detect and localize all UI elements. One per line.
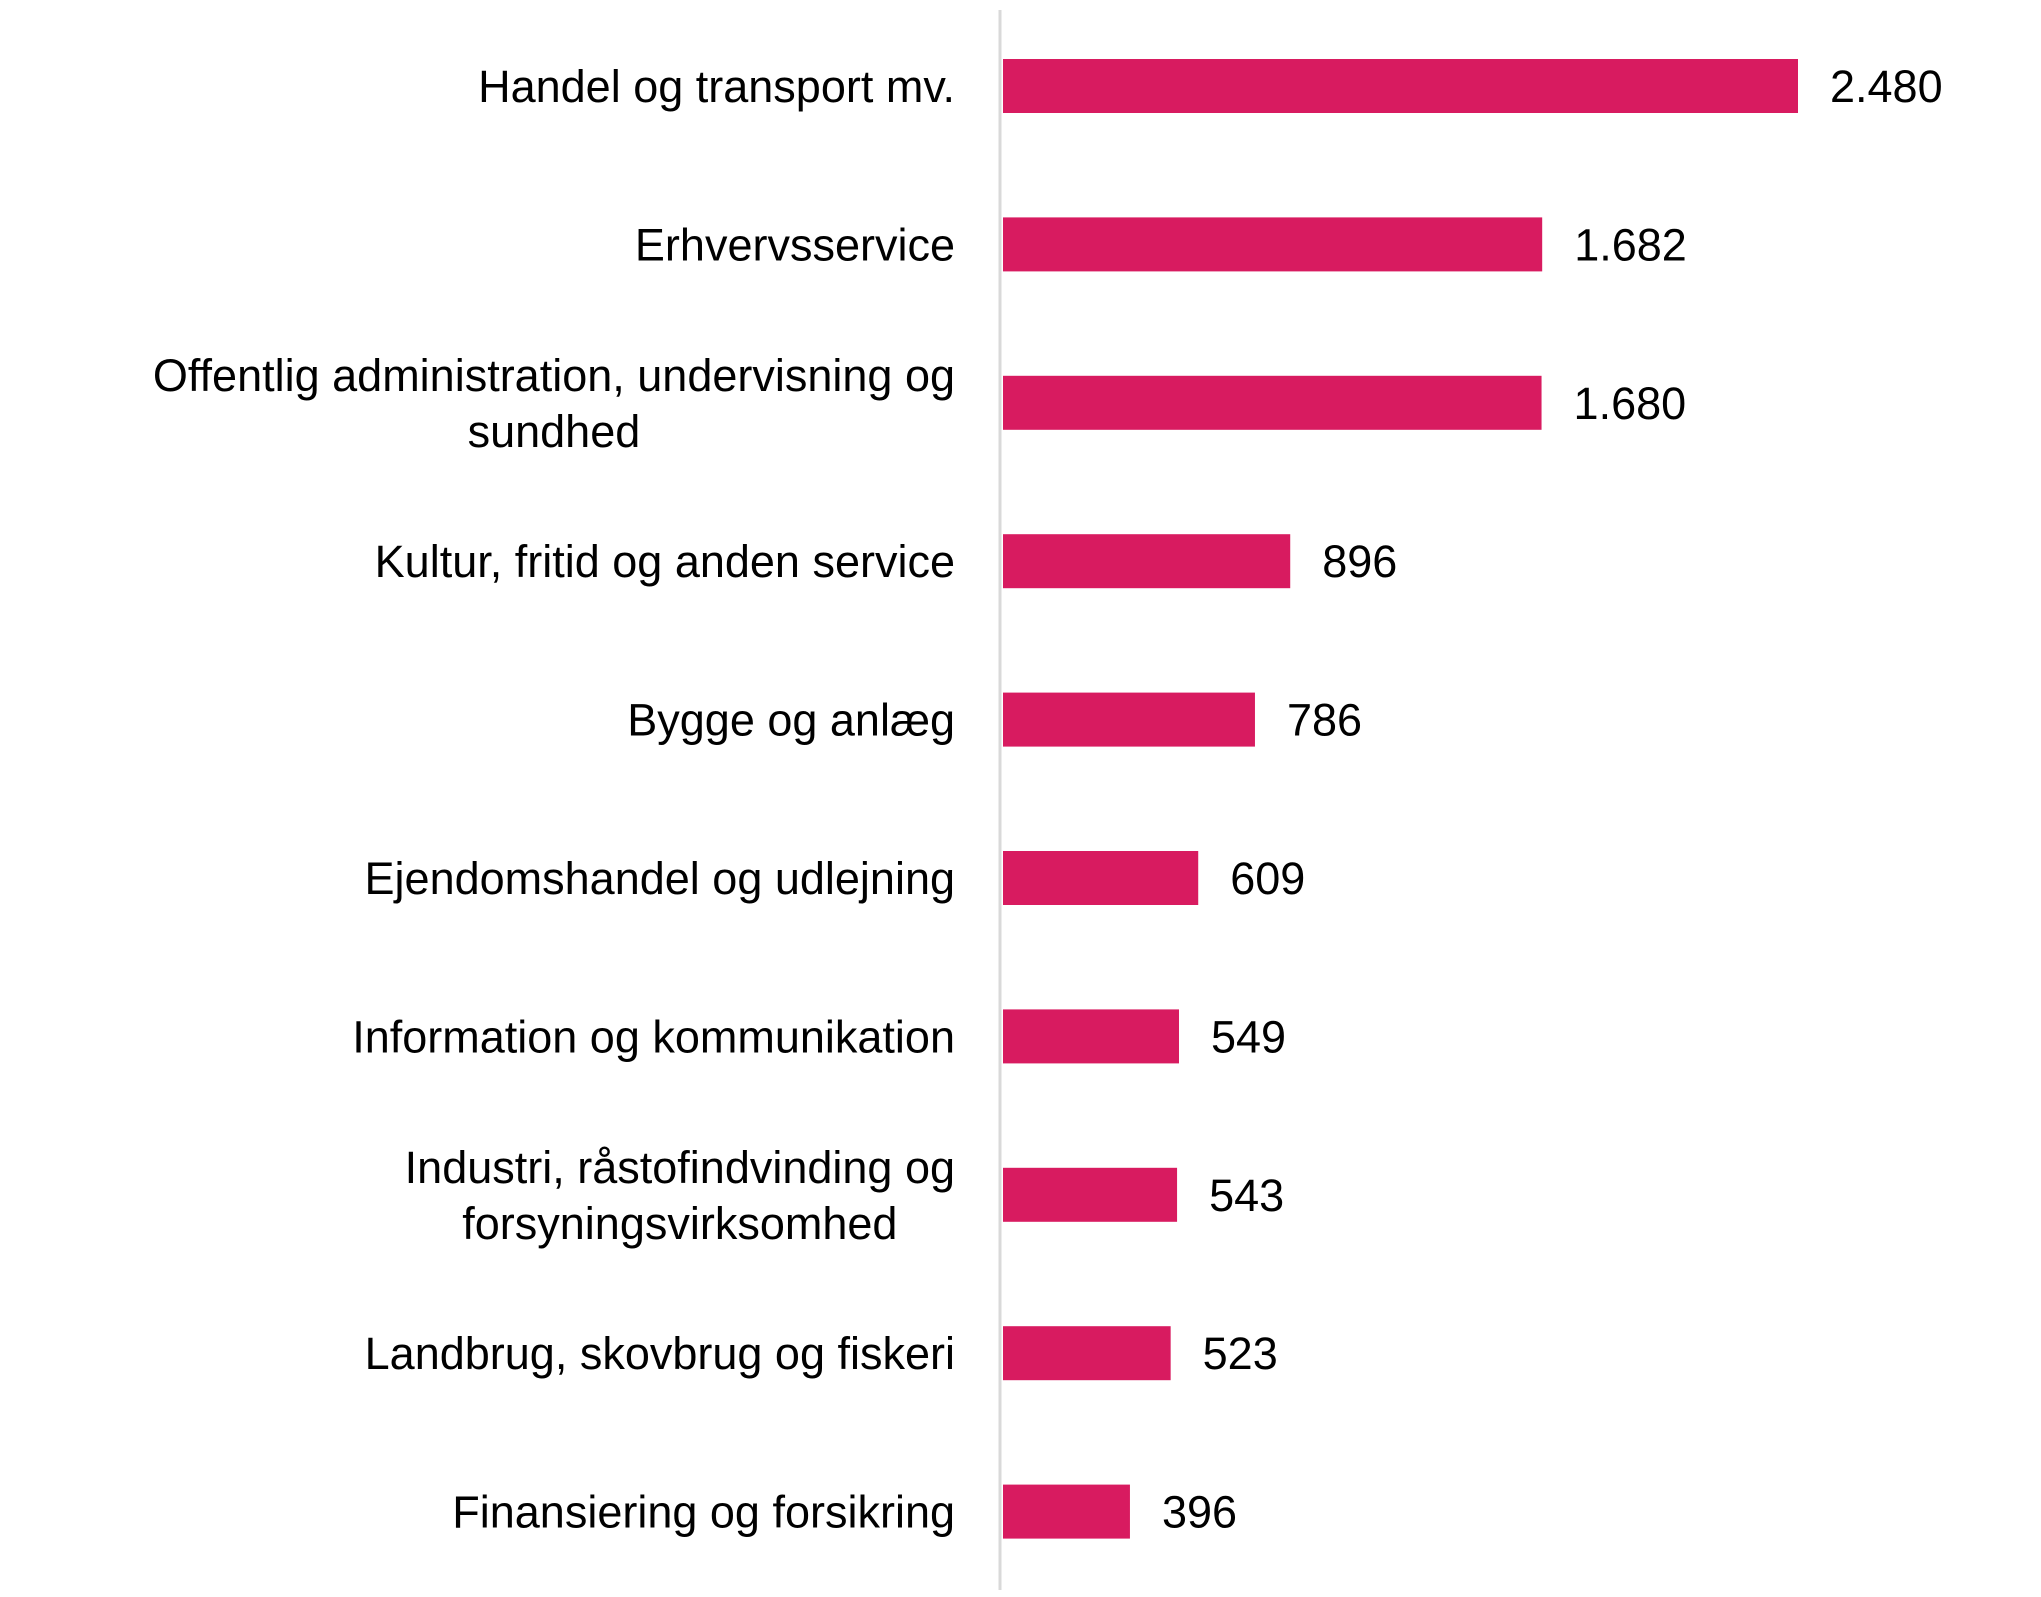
category-label: Landbrug, skovbrug og fiskeri — [365, 1328, 955, 1379]
category-label: Bygge og anlæg — [627, 695, 955, 746]
data-label: 896 — [1322, 536, 1397, 587]
data-label: 1.680 — [1574, 378, 1687, 429]
data-label: 609 — [1230, 853, 1305, 904]
data-label: 543 — [1209, 1170, 1284, 1221]
bar — [1003, 534, 1291, 589]
data-label: 786 — [1287, 695, 1362, 746]
category-label: Handel og transport mv. — [478, 61, 955, 112]
bar — [1003, 375, 1542, 430]
bar — [1003, 59, 1798, 113]
category-label: Ejendomshandel og udlejning — [365, 853, 955, 904]
bar — [1003, 851, 1199, 905]
data-label: 549 — [1211, 1011, 1286, 1062]
category-label: Offentlig administration, undervisning o… — [153, 350, 955, 401]
data-label: 1.682 — [1574, 219, 1687, 270]
data-label: 523 — [1203, 1328, 1278, 1379]
bar — [1003, 217, 1543, 272]
category-label: sundhed — [468, 406, 641, 457]
bar — [1003, 1326, 1171, 1381]
category-label: Kultur, fritid og anden service — [375, 536, 955, 587]
bar — [1003, 1167, 1178, 1222]
category-label: Industri, råstofindvinding og — [405, 1142, 955, 1193]
bar — [1003, 692, 1255, 747]
bar — [1003, 1009, 1179, 1064]
category-label: Information og kommunikation — [352, 1011, 955, 1062]
category-label: forsyningsvirksomhed — [462, 1198, 897, 1249]
data-label: 396 — [1162, 1487, 1237, 1538]
category-label: Erhvervsservice — [635, 219, 955, 270]
bar — [1003, 1484, 1130, 1539]
data-label: 2.480 — [1830, 61, 1943, 112]
category-label: Finansiering og forsikring — [452, 1487, 955, 1538]
